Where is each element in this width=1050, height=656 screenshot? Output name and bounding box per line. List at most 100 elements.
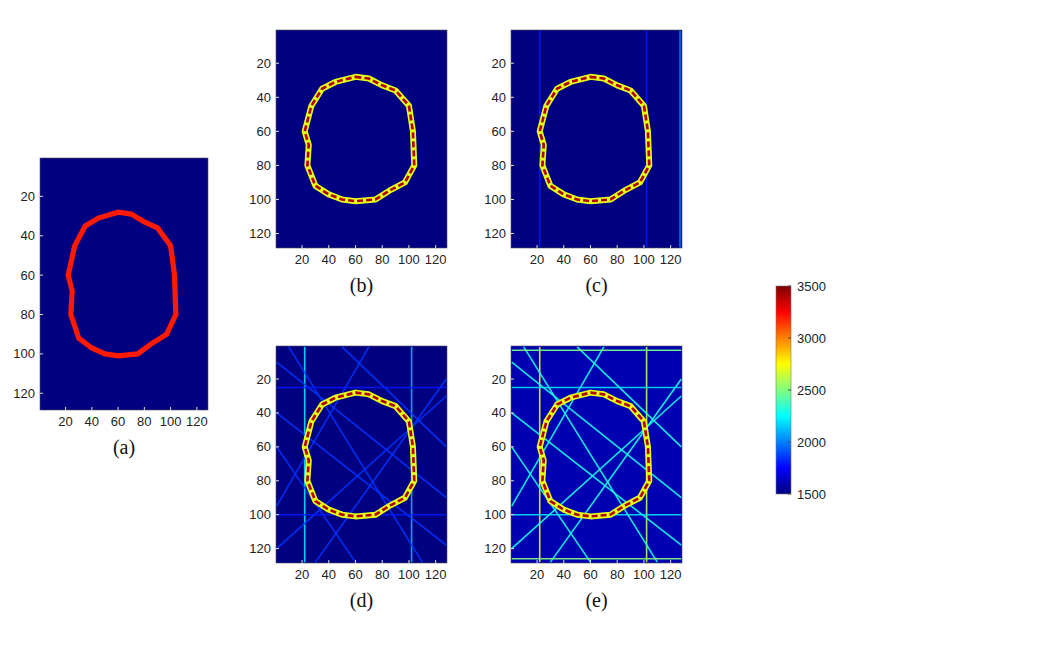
y-tick-label: 60 xyxy=(492,439,506,454)
x-tick-label: 80 xyxy=(375,252,389,267)
ring-edge xyxy=(540,393,650,517)
x-tick xyxy=(435,560,436,563)
y-tick xyxy=(511,480,514,481)
x-tick xyxy=(355,245,356,248)
y-tick-label: 80 xyxy=(492,473,506,488)
panel-label: (e) xyxy=(585,589,607,612)
plot-area xyxy=(511,30,682,248)
frame xyxy=(276,346,447,563)
y-tick-label: 60 xyxy=(257,439,271,454)
y-tick xyxy=(511,165,514,166)
x-tick xyxy=(355,560,356,563)
artifact-streak xyxy=(277,347,369,506)
y-tick xyxy=(276,446,279,447)
x-tick xyxy=(408,560,409,563)
y-tick xyxy=(40,196,43,197)
y-tick-label: 60 xyxy=(492,124,506,139)
x-tick xyxy=(435,245,436,248)
x-tick xyxy=(196,407,197,410)
plot-area xyxy=(511,346,682,563)
x-tick-label: 120 xyxy=(425,252,447,267)
artifact-streak xyxy=(512,387,682,389)
x-tick-label: 120 xyxy=(660,252,682,267)
colorbar-tick xyxy=(788,494,791,495)
y-tick xyxy=(40,353,43,354)
background-cells xyxy=(40,158,208,410)
colorbar-tick-label: 3500 xyxy=(797,279,826,294)
y-tick xyxy=(276,165,279,166)
colorbar-tick xyxy=(788,286,791,287)
artifact-streak xyxy=(277,396,447,549)
x-tick-label: 20 xyxy=(530,567,544,582)
y-tick xyxy=(511,63,514,64)
colorbar-tick xyxy=(788,338,791,339)
background-cells xyxy=(511,30,682,248)
y-tick xyxy=(511,233,514,234)
x-tick-label: 40 xyxy=(557,567,571,582)
y-tick-label: 120 xyxy=(484,226,506,241)
x-tick xyxy=(65,407,66,410)
x-tick-label: 40 xyxy=(322,567,336,582)
ring-edge xyxy=(305,77,415,201)
x-tick xyxy=(91,407,92,410)
y-tick-label: 120 xyxy=(249,541,271,556)
y-tick xyxy=(276,379,279,380)
plot-area xyxy=(276,30,447,248)
x-tick xyxy=(643,245,644,248)
y-tick xyxy=(276,63,279,64)
y-tick xyxy=(511,199,514,200)
ring xyxy=(68,212,176,356)
x-tick xyxy=(590,245,591,248)
background-cells xyxy=(511,346,682,563)
x-tick xyxy=(670,560,671,563)
x-tick xyxy=(144,407,145,410)
ring xyxy=(305,77,415,201)
x-tick xyxy=(302,245,303,248)
x-tick-label: 80 xyxy=(610,567,624,582)
y-tick xyxy=(276,199,279,200)
y-tick xyxy=(511,514,514,515)
x-tick-label: 80 xyxy=(375,567,389,582)
x-tick xyxy=(617,560,618,563)
artifact-streak xyxy=(512,362,682,498)
artifact-streak xyxy=(512,349,682,351)
ring xyxy=(305,393,415,517)
x-tick-label: 100 xyxy=(633,252,655,267)
panel-label: (c) xyxy=(585,274,607,297)
x-tick xyxy=(328,245,329,248)
y-tick xyxy=(511,131,514,132)
panel: 2040608010012020406080100120(b) xyxy=(249,30,447,297)
y-tick xyxy=(511,412,514,413)
colorbar-scale xyxy=(776,286,791,494)
y-tick xyxy=(40,393,43,394)
x-tick xyxy=(328,560,329,563)
x-tick xyxy=(537,560,538,563)
frame xyxy=(511,30,682,248)
x-tick-label: 20 xyxy=(295,567,309,582)
artifact-streak xyxy=(277,362,447,498)
x-tick xyxy=(382,560,383,563)
y-tick-label: 20 xyxy=(257,56,271,71)
panel-label: (d) xyxy=(350,589,373,612)
x-tick xyxy=(563,245,564,248)
x-tick-label: 40 xyxy=(322,252,336,267)
y-tick-label: 40 xyxy=(257,90,271,105)
background-cells xyxy=(276,346,447,563)
x-tick-label: 60 xyxy=(348,567,362,582)
x-tick xyxy=(302,560,303,563)
y-tick xyxy=(511,548,514,549)
frame xyxy=(276,30,447,248)
y-tick-label: 100 xyxy=(249,507,271,522)
y-tick-label: 60 xyxy=(21,268,35,283)
y-tick xyxy=(276,131,279,132)
y-tick-label: 20 xyxy=(492,56,506,71)
y-tick xyxy=(276,412,279,413)
panel: 2040608010012020406080100120(a) xyxy=(13,158,208,459)
y-tick-label: 80 xyxy=(257,473,271,488)
x-tick-label: 120 xyxy=(425,567,447,582)
y-tick-label: 40 xyxy=(492,90,506,105)
y-tick-label: 100 xyxy=(13,346,35,361)
x-tick-label: 60 xyxy=(111,414,125,429)
x-tick-label: 120 xyxy=(186,414,208,429)
y-tick-label: 120 xyxy=(13,386,35,401)
